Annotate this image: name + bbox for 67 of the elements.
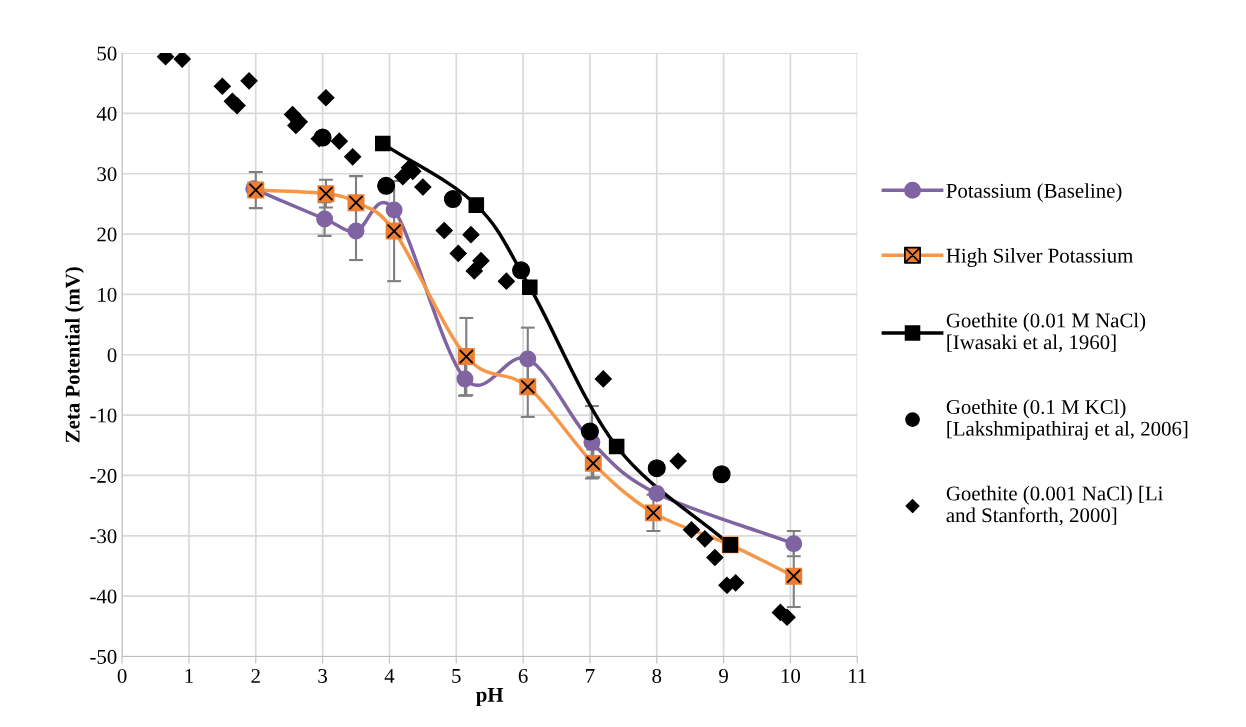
legend-label: Goethite (0.001 NaCl) [Li and Stanforth, 2000] xyxy=(946,485,1163,526)
point xyxy=(468,197,485,213)
point xyxy=(316,210,334,228)
y-tick-label: 0 xyxy=(107,348,117,363)
point xyxy=(512,261,531,280)
point xyxy=(240,72,258,90)
x-tick-label: 6 xyxy=(518,668,528,683)
x-tick-label: 1 xyxy=(185,668,193,683)
point xyxy=(213,77,231,95)
point xyxy=(347,222,365,240)
point xyxy=(682,521,701,539)
point xyxy=(435,221,453,240)
point xyxy=(519,350,537,368)
x-tick-label: 9 xyxy=(719,668,728,683)
x-tick-label: 5 xyxy=(452,669,461,683)
point xyxy=(443,190,462,209)
point xyxy=(648,485,666,503)
point xyxy=(290,113,308,131)
point xyxy=(472,252,490,270)
y-tick-label: 10 xyxy=(98,287,117,302)
point xyxy=(374,135,391,152)
point xyxy=(706,548,724,567)
point xyxy=(696,530,714,548)
point xyxy=(228,97,246,115)
x-axis-title: pH xyxy=(476,687,504,707)
x-tick-label: 8 xyxy=(652,668,662,683)
y-tick-label: -50 xyxy=(90,649,117,664)
point xyxy=(712,465,731,484)
point xyxy=(594,370,612,388)
point xyxy=(456,370,474,388)
y-tick-label: -30 xyxy=(90,529,117,544)
point xyxy=(377,176,396,195)
y-tick-label: 50 xyxy=(97,46,117,61)
x-tick-label: 2 xyxy=(251,668,260,683)
x-tick-label: 4 xyxy=(384,669,395,683)
point xyxy=(785,535,803,553)
x-tick-label: 11 xyxy=(849,668,867,683)
y-tick-label: 40 xyxy=(96,106,117,121)
point xyxy=(385,201,403,219)
y-tick-label: 30 xyxy=(97,167,117,182)
point xyxy=(449,244,467,262)
point xyxy=(608,438,625,455)
y-tick-label: -20 xyxy=(90,468,117,483)
legend-label: Goethite (0.1 M KCl) [Lakshmipathiraj et al, 2006] xyxy=(946,399,1188,440)
legend-label: Potassium (Baseline) xyxy=(946,183,1122,203)
x-tick-label: 0 xyxy=(117,668,127,683)
point xyxy=(647,459,666,478)
point xyxy=(521,279,538,295)
legend-label: Goethite (0.01 M NaCl) [Iwasaki et al, 1960] xyxy=(946,312,1146,353)
legend-label: High Silver Potassium xyxy=(946,248,1134,267)
point xyxy=(173,53,191,68)
x-tick-label: 10 xyxy=(781,668,801,683)
y-tick-label: -40 xyxy=(90,589,117,604)
point xyxy=(497,272,515,290)
x-tick-label: 3 xyxy=(318,668,327,683)
point xyxy=(330,132,348,150)
point xyxy=(414,178,432,196)
point xyxy=(669,452,687,470)
y-tick-label: -10 xyxy=(90,408,117,423)
point xyxy=(462,226,480,244)
point xyxy=(465,262,483,280)
y-tick-label: 20 xyxy=(97,227,117,242)
point xyxy=(317,89,335,107)
point xyxy=(344,148,362,166)
point xyxy=(580,422,599,441)
x-tick-label: 7 xyxy=(586,669,595,683)
y-axis-title: Zeta Potential (mV) xyxy=(65,267,84,443)
